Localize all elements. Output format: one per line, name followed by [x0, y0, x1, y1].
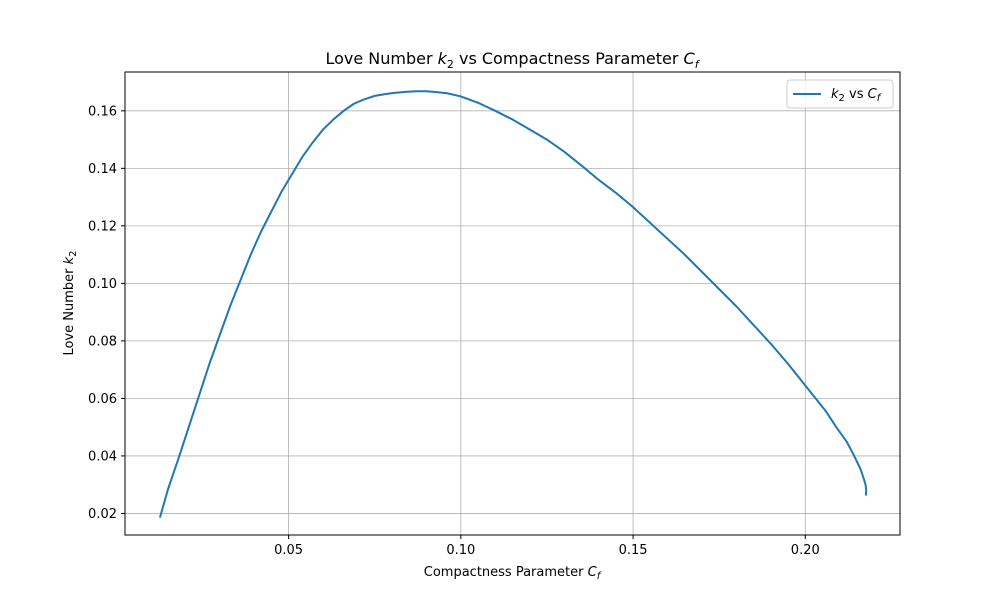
y-axis-ticks: 0.02 0.04 0.06 0.08 0.10 0.12 0.14 0.16	[88, 104, 125, 522]
chart-title: Love Number k2 vs Compactness Parameter …	[325, 49, 700, 71]
legend-box	[786, 79, 894, 109]
series-line	[159, 90, 868, 518]
x-axis-ticks: 0.05 0.10 0.15 0.20	[274, 535, 820, 558]
y-tick-label: 0.12	[88, 219, 117, 234]
plot-area	[125, 72, 900, 535]
x-tick-label: 0.05	[274, 543, 303, 558]
y-tick-label: 0.16	[88, 104, 117, 119]
y-tick-label: 0.04	[88, 449, 117, 464]
x-tick-label: 0.15	[619, 543, 648, 558]
x-tick-label: 0.20	[791, 543, 820, 558]
y-tick-label: 0.06	[88, 392, 117, 407]
legend: k2 vs Cf	[786, 79, 894, 109]
x-axis-title: Compactness Parameter Cf	[424, 565, 602, 582]
y-tick-label: 0.14	[88, 162, 117, 177]
y-tick-label: 0.08	[88, 334, 117, 349]
y-tick-label: 0.10	[88, 277, 117, 292]
legend-entry-label: k2 vs Cf	[831, 87, 882, 104]
grid-lines	[125, 72, 900, 535]
y-axis-title: Love Number k2	[62, 250, 79, 355]
plot-frame	[124, 71, 901, 536]
y-tick-label: 0.02	[88, 507, 117, 522]
series-layer	[159, 90, 868, 518]
x-tick-label: 0.10	[446, 543, 475, 558]
